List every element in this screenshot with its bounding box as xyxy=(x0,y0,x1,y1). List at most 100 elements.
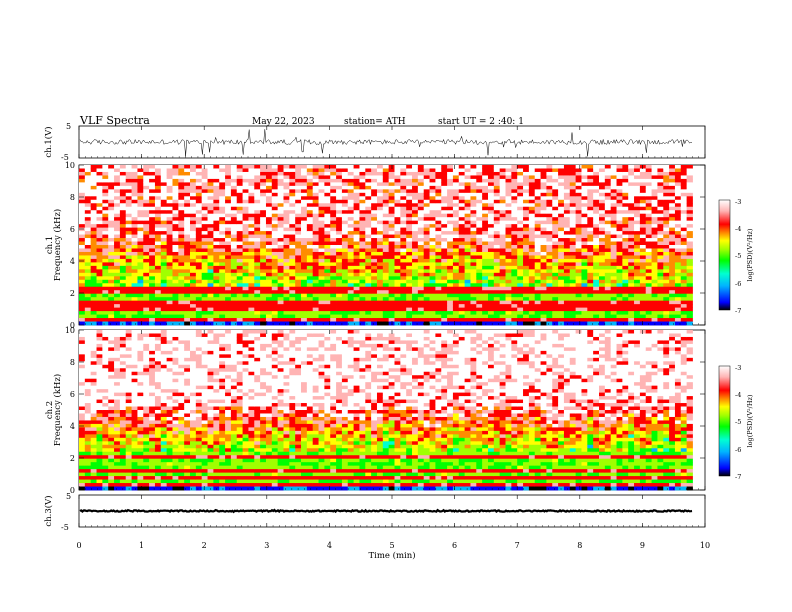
spectrogram-cell xyxy=(347,210,354,215)
spectrogram-cell xyxy=(84,357,92,362)
spectrogram-cell xyxy=(283,182,290,187)
spectrogram-cell xyxy=(137,318,144,322)
spectrogram-cell xyxy=(248,307,255,312)
spectrogram-cell xyxy=(663,220,670,225)
spectrogram-cell xyxy=(499,192,506,197)
spectrogram-cell xyxy=(429,203,436,208)
spectrogram-cell xyxy=(651,283,658,288)
spectrogram-cell xyxy=(482,178,489,183)
spectrogram-cell xyxy=(435,311,442,315)
spectrogram-cell xyxy=(482,234,489,239)
spectrogram-cell xyxy=(680,255,688,260)
spectrogram-cell xyxy=(271,293,279,298)
spectrogram-cell xyxy=(341,293,349,298)
spectrogram-cell xyxy=(645,171,652,176)
spectrogram-cell xyxy=(84,182,92,187)
spectrogram-cell xyxy=(90,168,97,173)
spectrogram-cell xyxy=(283,203,290,208)
spectrogram-cell xyxy=(96,185,103,190)
spectrogram-cell xyxy=(207,311,214,315)
spectrogram-cell xyxy=(552,258,559,263)
spectrogram-cell xyxy=(639,171,647,176)
spectrogram-cell xyxy=(108,171,115,176)
spectrogram-cell xyxy=(406,210,413,215)
spectrogram-cell xyxy=(84,336,92,341)
spectrogram-cell xyxy=(201,238,208,242)
spectrogram-cell xyxy=(137,227,144,232)
spectrogram-cell xyxy=(528,182,536,187)
spectrogram-cell xyxy=(616,231,623,235)
spectrogram-cell xyxy=(593,276,600,281)
spectrogram-cell xyxy=(476,185,483,190)
spectrogram-cell xyxy=(306,318,314,322)
spectrogram-cell xyxy=(79,330,86,334)
spectrogram-cell xyxy=(347,279,354,284)
spectrogram-cell xyxy=(84,245,92,249)
spectrogram-cell xyxy=(79,448,86,453)
spectrogram-cell xyxy=(318,255,325,260)
spectrogram-cell xyxy=(149,185,156,190)
spectrogram-cell xyxy=(353,269,360,274)
spectrogram-cell xyxy=(265,185,273,190)
spectrogram-cell xyxy=(482,265,489,270)
spectrogram-cell xyxy=(178,234,185,239)
spectrogram-cell xyxy=(616,217,623,222)
spectrogram-cell xyxy=(301,276,308,281)
spectrogram-cell xyxy=(493,307,501,312)
spectrogram-cell xyxy=(493,203,501,208)
spectrogram-cell xyxy=(552,224,559,229)
spectrogram-cell xyxy=(599,262,606,267)
spectrogram-cell xyxy=(225,258,232,263)
spectrogram-cell xyxy=(388,258,395,263)
spectrogram-cell xyxy=(540,196,547,201)
spectrogram-cell xyxy=(178,307,185,312)
spectrogram-cell xyxy=(639,265,647,270)
spectrogram-cell xyxy=(90,330,97,334)
spectrogram-cell xyxy=(265,171,273,176)
spectrogram-cell xyxy=(190,321,197,326)
spectrogram-cell xyxy=(242,165,249,169)
spectrogram-cell xyxy=(587,165,594,169)
spectrogram-cell xyxy=(84,483,92,487)
spectrogram-cell xyxy=(336,293,343,298)
spectrogram-cell xyxy=(534,265,541,270)
spectrogram-cell xyxy=(523,234,530,239)
spectrogram-cell xyxy=(382,276,390,281)
spectrogram-cell xyxy=(190,269,197,274)
spectrogram-cell xyxy=(423,245,430,249)
spectrogram-cell xyxy=(540,258,547,263)
spectrogram-cell xyxy=(318,220,325,225)
spectrogram-cell xyxy=(616,171,623,176)
spectrogram-cell xyxy=(365,293,372,298)
spectrogram-cell xyxy=(301,241,308,246)
spectrogram-cell xyxy=(470,224,477,229)
spectrogram-cell xyxy=(341,245,349,249)
spectrogram-cell xyxy=(534,283,541,288)
spectrogram-cell xyxy=(254,175,261,180)
spectrogram-cell xyxy=(341,272,349,277)
spectrogram-cell xyxy=(312,297,319,302)
spectrogram-cell xyxy=(318,231,325,235)
spectrogram-cell xyxy=(499,321,506,326)
spectrogram-cell xyxy=(429,248,436,253)
spectrogram-cell xyxy=(283,227,290,232)
spectrogram-cell xyxy=(604,241,612,246)
spectrogram-cell xyxy=(639,192,647,197)
spectrogram-cell xyxy=(417,300,425,305)
spectrogram-cell xyxy=(265,272,273,277)
spectrogram-cell xyxy=(452,283,460,288)
spectrogram-cell xyxy=(102,206,109,211)
spectrogram-cell xyxy=(260,262,267,267)
spectrogram-cell xyxy=(651,182,658,187)
spectrogram-cell xyxy=(271,255,279,260)
spectrogram-cell xyxy=(429,189,436,194)
spectrogram-cell xyxy=(254,283,261,288)
spectrogram-cell xyxy=(371,210,378,215)
spectrogram-cell xyxy=(639,321,647,326)
spectrogram-cell xyxy=(254,314,261,319)
spectrogram-cell xyxy=(108,307,115,312)
spectrogram-cell xyxy=(219,182,226,187)
spectrogram-cell xyxy=(336,311,343,315)
spectrogram-cell xyxy=(289,318,296,322)
spectrogram-cell xyxy=(341,311,349,315)
